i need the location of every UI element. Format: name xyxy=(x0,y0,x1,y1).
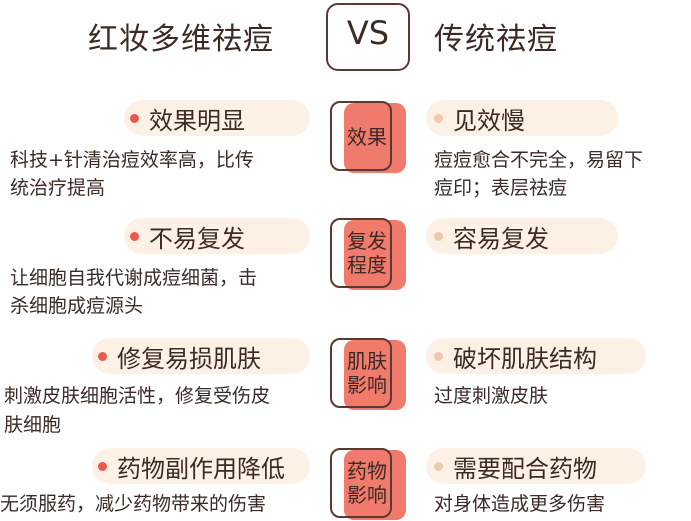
category-badge-fill xyxy=(344,340,406,410)
category-badge-fill xyxy=(344,450,406,520)
category-label-line2: 程度 xyxy=(347,253,387,277)
left-advantage-label: 不易复发 xyxy=(149,224,245,253)
left-advantage-pill: 修复易损肌肤 xyxy=(92,338,310,374)
right-title: 传统祛痘 xyxy=(434,22,558,57)
left-description-line2: 统治疗提高 xyxy=(10,177,106,199)
left-advantage-label: 药物副作用降低 xyxy=(117,454,285,483)
right-description-line1: 过度刺激皮肤 xyxy=(434,385,549,407)
left-advantage-pill: 药物副作用降低 xyxy=(92,448,310,484)
left-description-line2: 肤细胞 xyxy=(4,414,62,436)
left-advantage-pill: 效果明显 xyxy=(124,100,310,136)
category-label-line2: 影响 xyxy=(347,373,387,397)
bullet-dot-icon xyxy=(434,231,443,241)
vs-label: VS xyxy=(346,14,390,52)
right-description-line2: 痘印；表层祛痘 xyxy=(434,177,568,199)
right-disadvantage-pill: 破坏肌肤结构 xyxy=(426,338,646,374)
right-disadvantage-label: 破坏肌肤结构 xyxy=(453,344,597,373)
category-badge xyxy=(330,218,392,288)
bullet-dot-icon xyxy=(98,461,107,471)
left-description-line1: 科技+针清治痘效率高，比传 xyxy=(10,149,254,171)
right-disadvantage-label: 需要配合药物 xyxy=(453,454,597,483)
right-description-line1: 痘痘愈合不完全，易留下 xyxy=(434,149,644,171)
category-badge xyxy=(330,101,392,171)
vs-badge xyxy=(326,3,410,71)
category-label-line1: 效果 xyxy=(347,125,387,149)
left-description-line2: 杀细胞成痘源头 xyxy=(10,295,144,317)
bullet-dot-icon xyxy=(434,351,443,361)
category-badge xyxy=(330,338,392,408)
left-advantage-label: 修复易损肌肤 xyxy=(117,344,261,373)
category-badge xyxy=(330,448,392,518)
bullet-dot-icon xyxy=(98,351,107,361)
category-label-line2: 影响 xyxy=(347,483,387,507)
right-description-line1: 对身体造成更多伤害 xyxy=(434,493,606,515)
left-description-line1: 刺激皮肤细胞活性，修复受伤皮 xyxy=(4,385,271,407)
bullet-dot-icon xyxy=(434,113,443,123)
bullet-dot-icon xyxy=(130,113,139,123)
left-advantage-label: 效果明显 xyxy=(149,106,245,135)
bullet-dot-icon xyxy=(130,231,139,241)
category-label-line1: 药物 xyxy=(347,459,387,483)
right-disadvantage-pill: 见效慢 xyxy=(426,100,618,136)
category-label-line1: 肌肤 xyxy=(347,349,387,373)
category-badge-fill xyxy=(344,220,406,290)
right-disadvantage-label: 容易复发 xyxy=(453,224,549,253)
left-description-line1: 让细胞自我代谢成痘细菌，击 xyxy=(10,267,258,289)
right-disadvantage-label: 见效慢 xyxy=(453,106,525,135)
right-disadvantage-pill: 需要配合药物 xyxy=(426,448,646,484)
left-advantage-pill: 不易复发 xyxy=(124,218,310,254)
right-disadvantage-pill: 容易复发 xyxy=(426,218,618,254)
bullet-dot-icon xyxy=(434,461,443,471)
category-label-line1: 复发 xyxy=(347,229,387,253)
left-description-line1: 无须服药，减少药物带来的伤害 xyxy=(0,493,267,515)
category-badge-fill xyxy=(344,103,406,173)
left-title: 红妆多维祛痘 xyxy=(88,22,274,57)
